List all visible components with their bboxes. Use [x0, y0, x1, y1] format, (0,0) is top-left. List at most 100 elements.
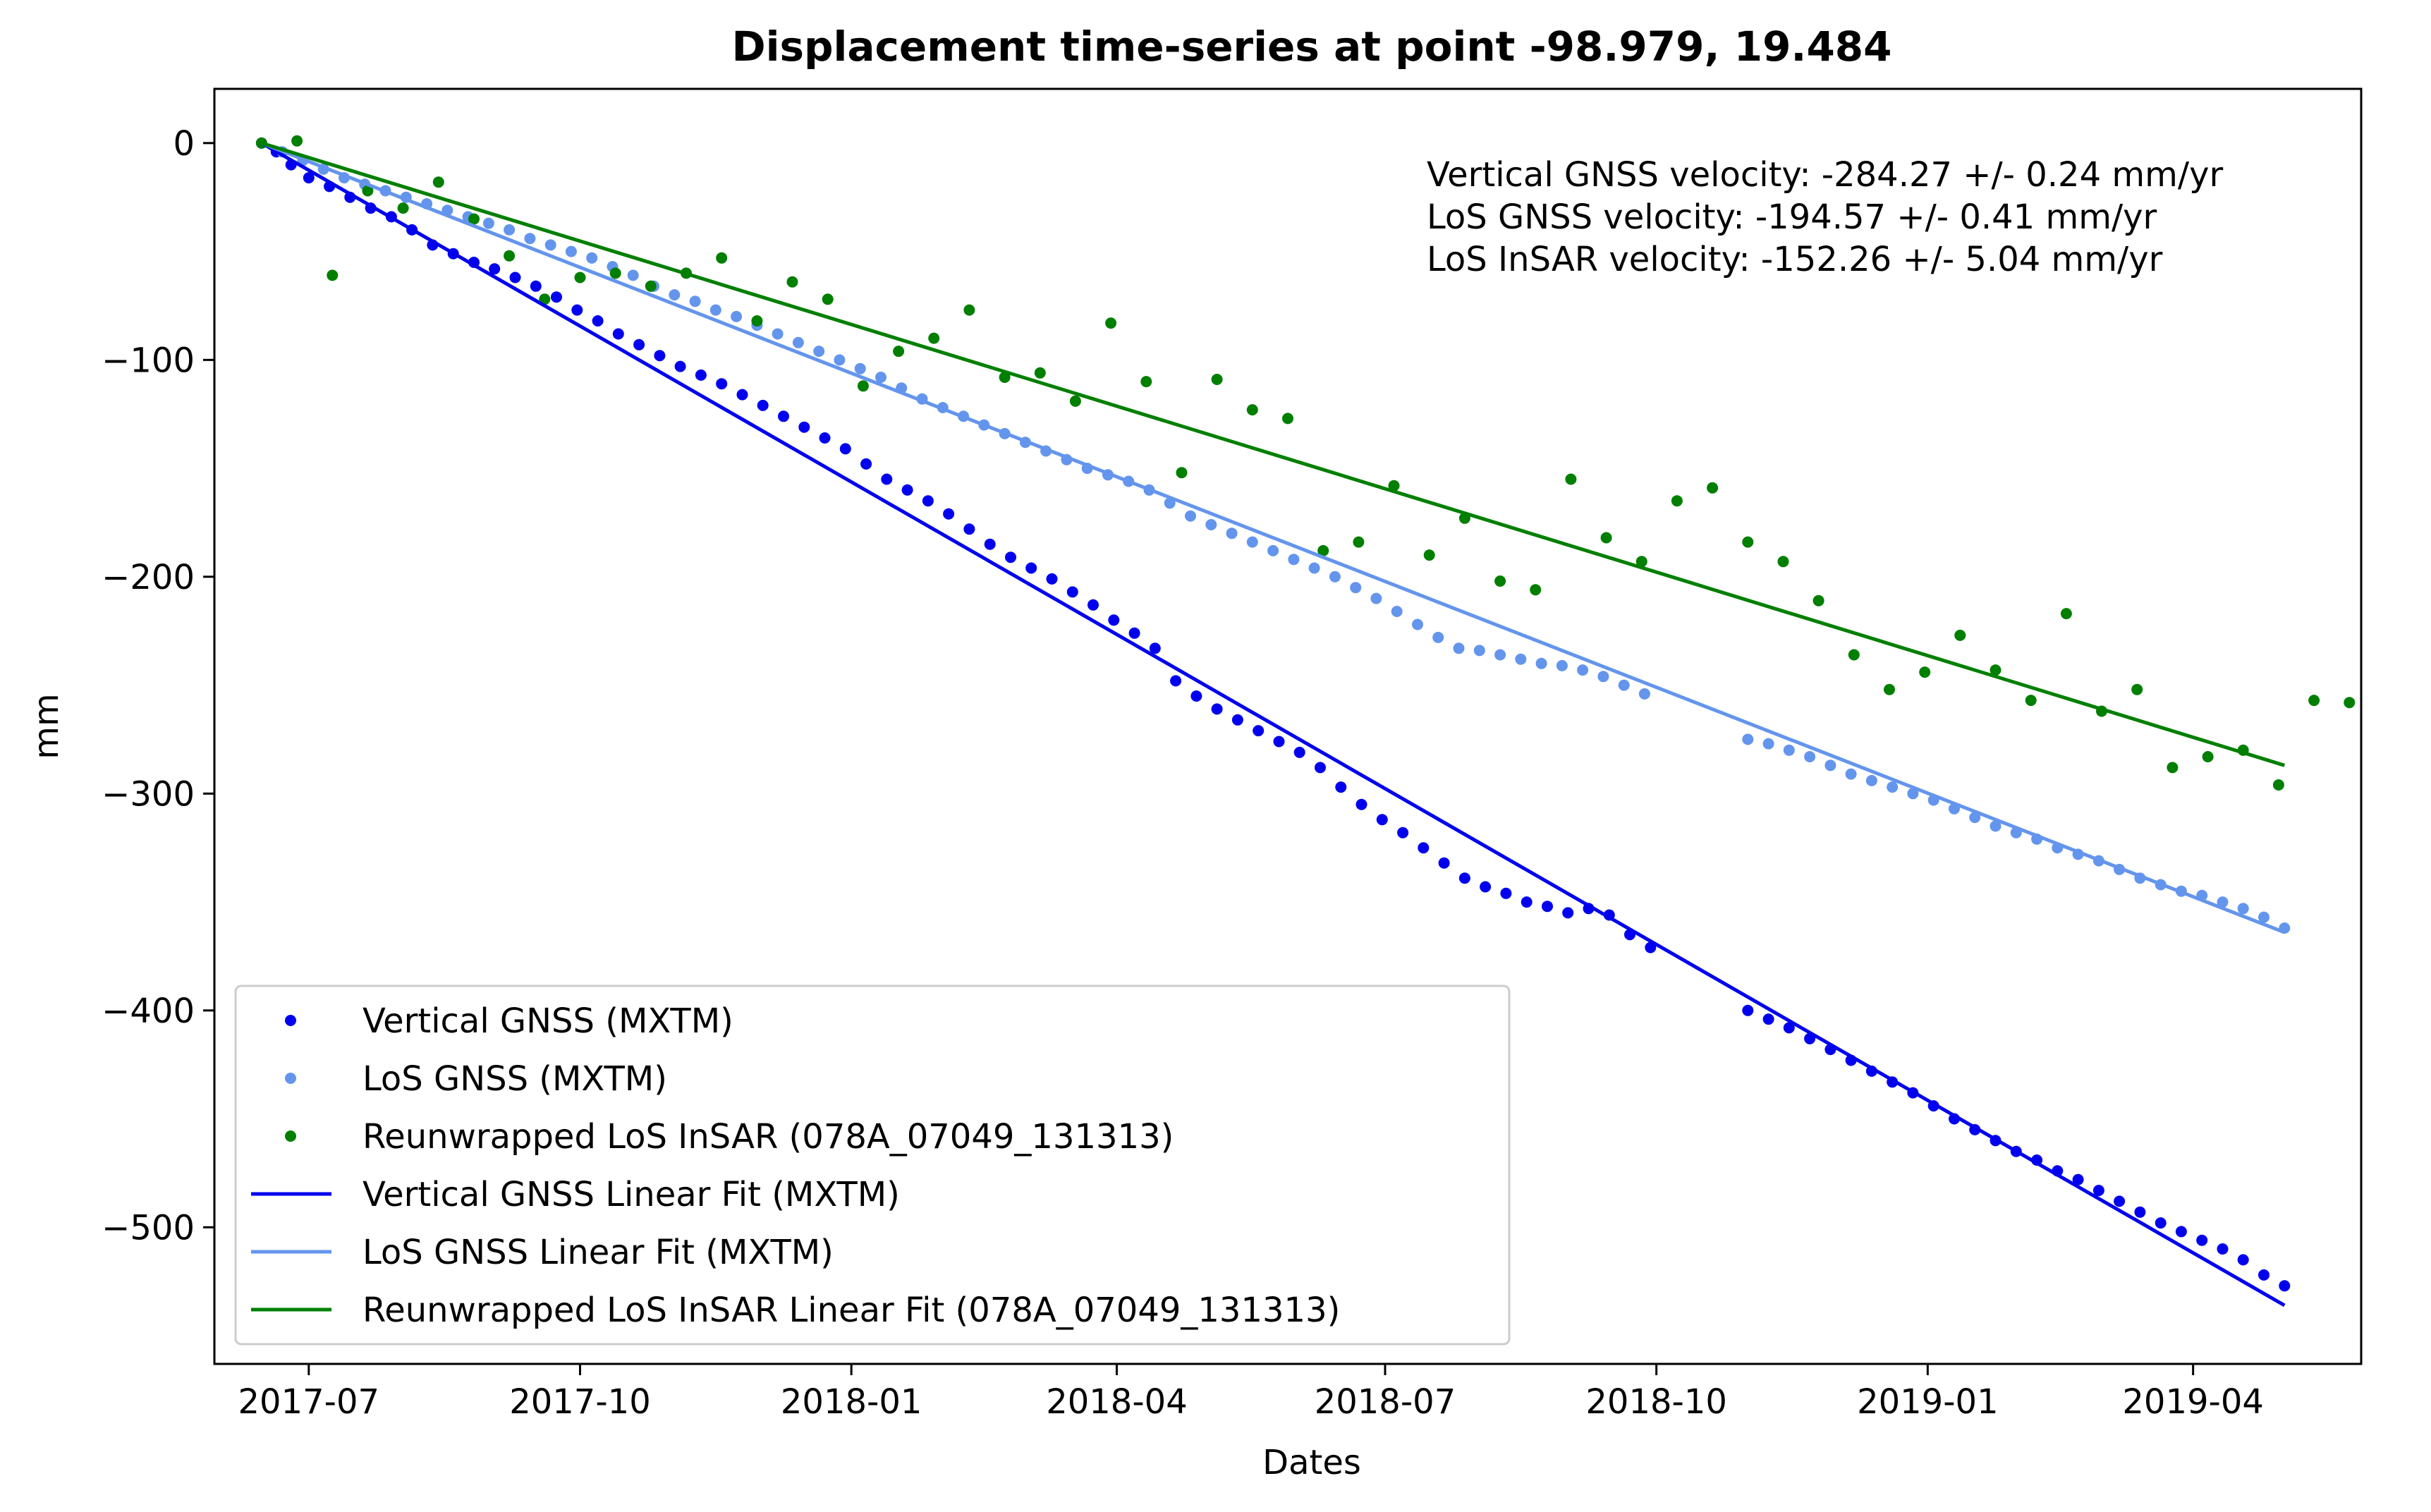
data-point	[1005, 551, 1016, 563]
data-point	[1671, 495, 1683, 507]
data-point	[2025, 695, 2037, 707]
data-point	[1246, 404, 1258, 416]
data-point	[1600, 532, 1612, 544]
data-point	[2167, 762, 2179, 774]
data-point	[504, 250, 516, 262]
data-point	[822, 293, 834, 305]
data-point	[2072, 1173, 2084, 1185]
legend-label: Reunwrapped LoS InSAR Linear Fit (078A_0…	[362, 1291, 1340, 1330]
data-point	[792, 336, 804, 348]
data-point	[1370, 592, 1382, 604]
data-point	[1562, 907, 1574, 919]
data-point	[1783, 1022, 1795, 1034]
y-tick-label: −500	[102, 1208, 195, 1248]
data-point	[813, 346, 825, 358]
data-point	[1273, 736, 1285, 748]
annotation-box: Vertical GNSS velocity: -284.27 +/- 0.24…	[1427, 155, 2223, 279]
data-point	[1353, 536, 1365, 548]
annotation-line: LoS GNSS velocity: -194.57 +/- 0.41 mm/y…	[1427, 197, 2157, 237]
data-point	[860, 458, 872, 470]
data-point	[674, 360, 686, 372]
data-point	[1969, 812, 1981, 824]
data-point	[482, 217, 494, 229]
x-axis-label: Dates	[1262, 1443, 1361, 1482]
y-axis-label: mm	[27, 693, 66, 760]
data-point	[1535, 657, 1547, 669]
chart-title: Displacement time-series at point -98.97…	[731, 23, 1891, 71]
data-point	[489, 263, 501, 275]
data-point	[1066, 586, 1078, 598]
series-scatter	[255, 137, 2291, 934]
data-point	[716, 378, 728, 390]
data-point	[1397, 827, 1409, 839]
data-point	[1515, 653, 1527, 665]
data-point	[943, 508, 955, 520]
data-point	[1804, 751, 1816, 762]
legend-frame	[234, 984, 1511, 1346]
plot-area	[255, 135, 2356, 1307]
data-point	[2060, 608, 2072, 620]
data-point	[1423, 549, 1435, 561]
data-point	[627, 269, 639, 281]
data-point	[1190, 690, 1202, 702]
data-point	[1494, 649, 1506, 661]
data-point	[468, 213, 480, 225]
data-point	[1108, 614, 1120, 626]
data-point	[1777, 556, 1789, 568]
data-point	[1530, 584, 1542, 596]
data-point	[1812, 595, 1824, 606]
data-point	[539, 293, 551, 305]
fit-line	[261, 141, 2286, 767]
data-point	[586, 252, 598, 264]
data-point	[2279, 1280, 2291, 1292]
series-scatter	[255, 135, 2356, 791]
data-point	[574, 272, 586, 284]
plot-frame	[213, 87, 2363, 1365]
data-point	[1231, 714, 1243, 726]
legend-marker	[285, 1073, 296, 1084]
data-point	[1149, 642, 1161, 654]
data-point	[1140, 376, 1152, 388]
data-point	[1438, 857, 1450, 869]
data-point	[1742, 536, 1754, 548]
data-point	[854, 362, 866, 374]
data-point	[2175, 1226, 2187, 1238]
legend-label: Vertical GNSS (MXTM)	[362, 1001, 733, 1041]
data-point	[736, 389, 748, 401]
data-point	[1315, 762, 1326, 774]
data-point	[1176, 467, 1188, 479]
data-point	[834, 354, 846, 366]
data-point	[1635, 556, 1647, 568]
data-point	[1308, 562, 1320, 574]
data-point	[1253, 725, 1265, 737]
data-point	[1597, 671, 1609, 683]
data-point	[1087, 599, 1099, 611]
data-point	[999, 372, 1011, 383]
data-point	[1317, 544, 1329, 556]
data-point	[1246, 536, 1258, 548]
x-tick-label: 2017-07	[238, 1382, 380, 1422]
data-point	[1282, 413, 1293, 425]
annotation-line: LoS InSAR velocity: -152.26 +/- 5.04 mm/…	[1427, 240, 2163, 279]
data-point	[963, 304, 975, 316]
data-point	[1376, 814, 1388, 826]
data-point	[1473, 645, 1485, 657]
data-point	[963, 523, 975, 535]
data-point	[1329, 571, 1341, 583]
data-point	[1288, 554, 1300, 566]
data-point	[857, 380, 869, 392]
data-point	[1556, 659, 1568, 671]
data-point	[1412, 618, 1423, 630]
data-point	[1267, 544, 1279, 556]
x-tick-label: 2018-01	[781, 1382, 922, 1422]
data-point	[2134, 1206, 2146, 1218]
data-point	[875, 372, 887, 383]
data-point	[2131, 683, 2143, 695]
data-point	[1205, 519, 1217, 530]
data-point	[2217, 896, 2229, 908]
data-point	[432, 176, 444, 188]
data-point	[509, 272, 521, 284]
data-point	[1025, 562, 1037, 574]
data-point	[2092, 1185, 2104, 1196]
legend-label: LoS GNSS (MXTM)	[362, 1059, 667, 1099]
